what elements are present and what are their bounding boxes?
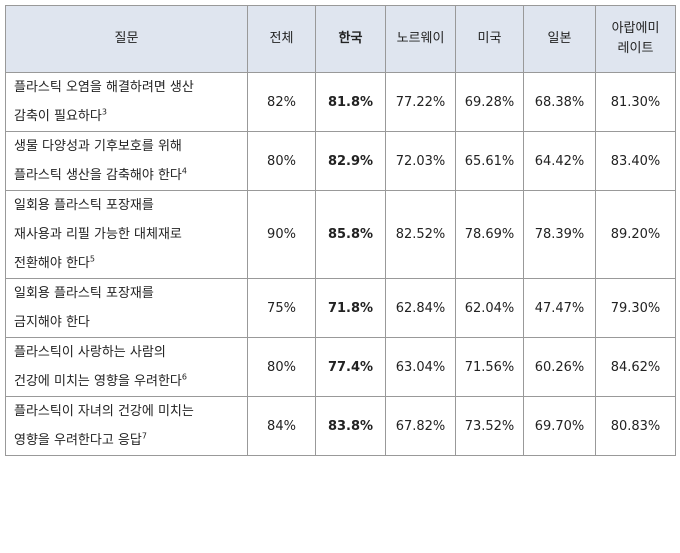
question-line: 재사용과 리필 가능한 대체재로: [14, 227, 182, 242]
value-cell: 80.83%: [595, 396, 676, 456]
value-cell: 68.38%: [523, 72, 596, 132]
value-cell: 69.70%: [523, 396, 596, 456]
table-header: 질문 전체 한국 노르웨이 미국 일본 아랍에미 레이트: [5, 5, 676, 73]
value-cell: 69.28%: [455, 72, 524, 132]
table-row: 플라스틱이 사랑하는 사람의 건강에 미치는 영향을 우려한다6 80% 77.4% 6…: [5, 337, 676, 397]
value-cell: 79.30%: [595, 278, 676, 338]
value-cell: 84%: [247, 396, 316, 456]
footnote-marker: 7: [141, 431, 147, 441]
table-row: 플라스틱이 자녀의 건강에 미치는 영향을 우려한다고 응답7 84% 83.8% 67…: [5, 396, 676, 456]
footnote-marker: 5: [89, 254, 95, 264]
value-cell: 82.9%: [315, 131, 386, 191]
footnote-marker: 3: [101, 107, 107, 117]
value-cell: 75%: [247, 278, 316, 338]
value-cell: 72.03%: [385, 131, 456, 191]
footnote-marker: 4: [181, 166, 187, 176]
value-cell: 78.69%: [455, 190, 524, 279]
question-line: 플라스틱 생산을 감축해야 한다: [14, 168, 182, 183]
header-row: 질문 전체 한국 노르웨이 미국 일본 아랍에미 레이트: [5, 5, 676, 73]
question-line: 감축이 필요하다: [14, 109, 102, 124]
value-cell: 77.22%: [385, 72, 456, 132]
value-cell: 67.82%: [385, 396, 456, 456]
value-cell: 89.20%: [595, 190, 676, 279]
question-line: 플라스틱 오염을 해결하려면 생산: [14, 80, 194, 95]
value-cell: 84.62%: [595, 337, 676, 397]
value-cell: 71.56%: [455, 337, 524, 397]
value-cell: 64.42%: [523, 131, 596, 191]
value-cell: 83.8%: [315, 396, 386, 456]
question-line: 전환해야 한다: [14, 256, 90, 271]
value-cell: 82.52%: [385, 190, 456, 279]
value-cell: 81.8%: [315, 72, 386, 132]
question-line: 플라스틱이 사랑하는 사람의: [14, 345, 166, 360]
header-line: 레이트: [617, 41, 654, 56]
question-line: 영향을 우려한다고 응답: [14, 433, 142, 448]
value-cell: 85.8%: [315, 190, 386, 279]
value-cell: 63.04%: [385, 337, 456, 397]
value-cell: 65.61%: [455, 131, 524, 191]
question-line: 생물 다양성과 기후보호를 위해: [14, 139, 182, 154]
question-line: 일회용 플라스틱 포장재를: [14, 198, 154, 213]
column-header: 질문: [5, 5, 248, 73]
column-header: 한국: [315, 5, 386, 73]
value-cell: 62.84%: [385, 278, 456, 338]
footnote-marker: 6: [181, 372, 187, 382]
value-cell: 78.39%: [523, 190, 596, 279]
value-cell: 71.8%: [315, 278, 386, 338]
value-cell: 73.52%: [455, 396, 524, 456]
value-cell: 62.04%: [455, 278, 524, 338]
table-row: 일회용 플라스틱 포장재를 금지해야 한다 75% 71.8% 62.84% 62.04%…: [5, 278, 676, 338]
value-cell: 60.26%: [523, 337, 596, 397]
header-line: 아랍에미: [611, 21, 660, 36]
table-body: 플라스틱 오염을 해결하려면 생산 감축이 필요하다3 82% 81.8% 77.22%…: [5, 72, 676, 456]
question-line: 금지해야 한다: [14, 315, 90, 330]
value-cell: 90%: [247, 190, 316, 279]
value-cell: 83.40%: [595, 131, 676, 191]
table-row: 일회용 플라스틱 포장재를 재사용과 리필 가능한 대체재로 전환해야 한다5 90%…: [5, 190, 676, 279]
value-cell: 82%: [247, 72, 316, 132]
table-row: 생물 다양성과 기후보호를 위해 플라스틱 생산을 감축해야 한다4 80% 82.9…: [5, 131, 676, 191]
value-cell: 81.30%: [595, 72, 676, 132]
column-header: 미국: [455, 5, 524, 73]
value-cell: 80%: [247, 131, 316, 191]
question-line: 건강에 미치는 영향을 우려한다: [14, 374, 182, 389]
table-row: 플라스틱 오염을 해결하려면 생산 감축이 필요하다3 82% 81.8% 77.22%…: [5, 72, 676, 132]
value-cell: 47.47%: [523, 278, 596, 338]
value-cell: 80%: [247, 337, 316, 397]
column-header: 노르웨이: [385, 5, 456, 73]
column-header: 일본: [523, 5, 596, 73]
column-header: 전체: [247, 5, 316, 73]
question-line: 플라스틱이 자녀의 건강에 미치는: [14, 404, 194, 419]
question-line: 일회용 플라스틱 포장재를: [14, 286, 154, 301]
value-cell: 77.4%: [315, 337, 386, 397]
survey-table: 질문 전체 한국 노르웨이 미국 일본 아랍에미 레이트 플라스틱 오염을 해결하려면 생산 감…: [5, 5, 676, 456]
